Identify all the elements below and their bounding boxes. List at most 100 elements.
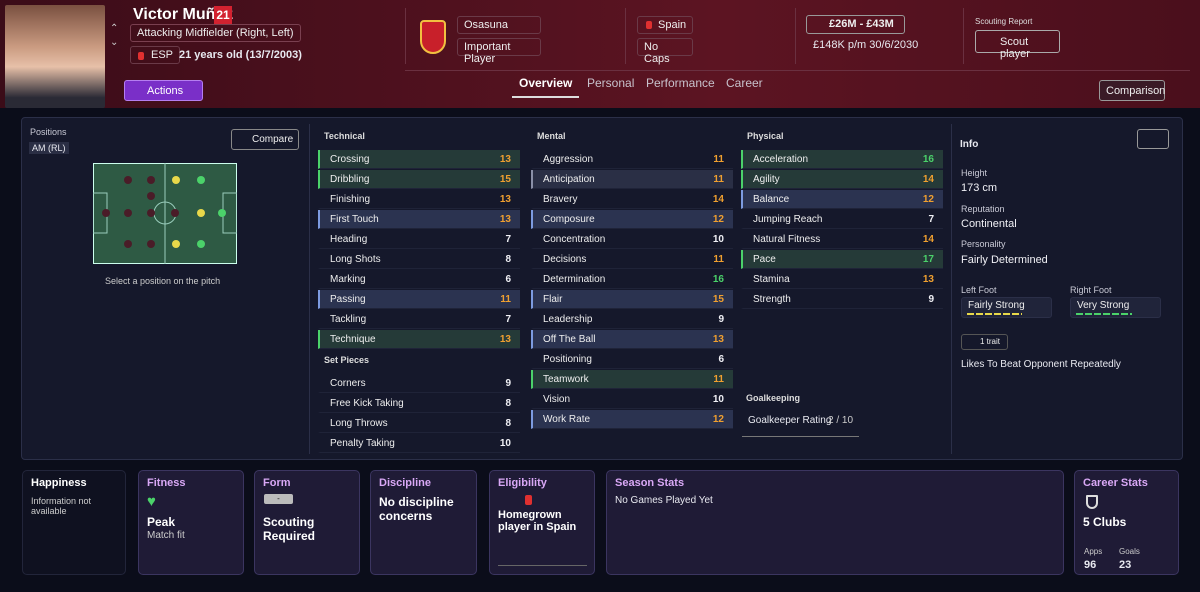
attribute-value: 15	[499, 174, 511, 185]
attribute-value: 6	[718, 354, 724, 365]
attribute-row[interactable]	[318, 434, 520, 453]
season-card[interactable]: Season Stats No Games Played Yet	[606, 470, 1064, 575]
attribute-value: 9	[505, 378, 511, 389]
attribute-row[interactable]	[318, 414, 520, 433]
info-button[interactable]	[1137, 129, 1169, 149]
attribute-row[interactable]	[531, 390, 733, 409]
attribute-row[interactable]	[531, 370, 733, 389]
attribute-row[interactable]	[318, 150, 520, 169]
attribute-value: 10	[499, 438, 511, 449]
attribute-name: Goalkeeper Rating	[748, 415, 832, 426]
attribute-row[interactable]	[531, 310, 733, 329]
pitch[interactable]	[93, 163, 237, 264]
attribute-value: 17	[922, 254, 934, 265]
attribute-row[interactable]	[318, 394, 520, 413]
attribute-row[interactable]	[531, 230, 733, 249]
attribute-row[interactable]	[531, 410, 733, 429]
section-title: Physical	[747, 131, 784, 141]
attribute-value: 6	[505, 274, 511, 285]
squad-number: 21	[214, 6, 232, 24]
divider	[498, 565, 587, 566]
attribute-row[interactable]	[531, 150, 733, 169]
attribute-row[interactable]	[318, 310, 520, 329]
attribute-row[interactable]	[531, 330, 733, 349]
attribute-row[interactable]	[741, 170, 943, 189]
attribute-value: 8	[505, 418, 511, 429]
attribute-row[interactable]	[741, 190, 943, 209]
attribute-row[interactable]	[741, 250, 943, 269]
eligibility-card[interactable]: Eligibility Homegrown player in Spain	[489, 470, 595, 575]
attribute-value: 13	[922, 274, 934, 285]
attribute-row[interactable]	[531, 270, 733, 289]
attribute-row[interactable]	[318, 190, 520, 209]
attribute-row[interactable]	[741, 150, 943, 169]
nav-arrows[interactable]: ⌃ ⌄	[110, 23, 119, 48]
divider	[309, 124, 310, 454]
attribute-value: 7	[505, 234, 511, 245]
attribute-row[interactable]	[741, 210, 943, 229]
attribute-row[interactable]	[741, 230, 943, 249]
flag	[646, 21, 652, 29]
attribute-row[interactable]	[531, 170, 733, 189]
actions-button[interactable]	[124, 80, 203, 101]
attribute-value: 13	[499, 214, 511, 225]
section-title: Mental	[537, 131, 566, 141]
form-card[interactable]: Form - Scouting Required	[254, 470, 360, 575]
tab[interactable]: Performance	[646, 76, 715, 90]
career-card[interactable]: Career Stats 5 Clubs Apps Goals 96 23	[1074, 470, 1179, 575]
club[interactable]: Osasuna	[457, 16, 541, 34]
tab[interactable]: Overview	[519, 76, 573, 90]
attribute-row[interactable]	[318, 290, 520, 309]
card-title: Season Stats	[615, 477, 685, 489]
attribute-row[interactable]	[318, 170, 520, 189]
value: 173 cm	[961, 182, 998, 194]
attribute-row[interactable]	[531, 250, 733, 269]
attribute-name: Agility	[753, 174, 780, 185]
attribute-name: Corners	[330, 378, 366, 389]
attribute-value: 14	[712, 194, 724, 205]
tab[interactable]: Career	[726, 76, 763, 90]
attribute-row[interactable]	[531, 350, 733, 369]
attribute-name: Aggression	[543, 154, 594, 165]
value: £26M - £43M	[806, 15, 905, 34]
attribute-row[interactable]	[531, 190, 733, 209]
scout-button[interactable]: Scout player	[975, 30, 1060, 60]
compare-button[interactable]: Compare	[231, 129, 299, 150]
attribute-name: Tackling	[330, 314, 367, 325]
form-badge: -	[264, 494, 293, 504]
attribute-row[interactable]	[318, 330, 520, 349]
attribute-row[interactable]	[318, 250, 520, 269]
scouting-label: Scouting Report	[975, 17, 1033, 26]
comparison-button[interactable]: Comparison	[1099, 80, 1165, 101]
attribute-value: 7	[505, 314, 511, 325]
attribute-value: 14	[922, 174, 934, 185]
attribute-name: Strength	[753, 294, 791, 305]
attribute-row[interactable]	[531, 290, 733, 309]
attribute-row[interactable]	[318, 270, 520, 289]
card-title: Happiness	[31, 477, 87, 489]
attribute-value: 8	[505, 254, 511, 265]
attribute-row[interactable]	[531, 210, 733, 229]
fitness-card[interactable]: Fitness ♥ Peak Match fit	[138, 470, 244, 575]
attribute-row[interactable]	[318, 210, 520, 229]
attribute-name: Crossing	[330, 154, 370, 165]
attribute-row[interactable]	[318, 374, 520, 393]
card-title: Fitness	[147, 477, 186, 489]
card-value: No discipline concerns	[379, 495, 454, 523]
age: 21 years old (13/7/2003)	[179, 49, 302, 61]
discipline-card[interactable]: Discipline No discipline concerns	[370, 470, 477, 575]
attribute-name: Technique	[330, 334, 376, 345]
attribute-row[interactable]	[741, 270, 943, 289]
attribute-row[interactable]	[318, 230, 520, 249]
attribute-row[interactable]	[741, 290, 943, 309]
right-foot: Very Strong	[1070, 297, 1161, 318]
label: Height	[961, 168, 988, 178]
tab[interactable]: Personal	[587, 76, 635, 90]
attribute-value: 11	[713, 154, 724, 165]
card-value: Scouting Required	[263, 515, 316, 543]
happiness-card[interactable]: Happiness Information not available	[22, 470, 126, 575]
attribute-value: 13	[499, 334, 511, 345]
pitch-hint: Select a position on the pitch	[105, 276, 221, 286]
attribute-name: Free Kick Taking	[330, 398, 404, 409]
